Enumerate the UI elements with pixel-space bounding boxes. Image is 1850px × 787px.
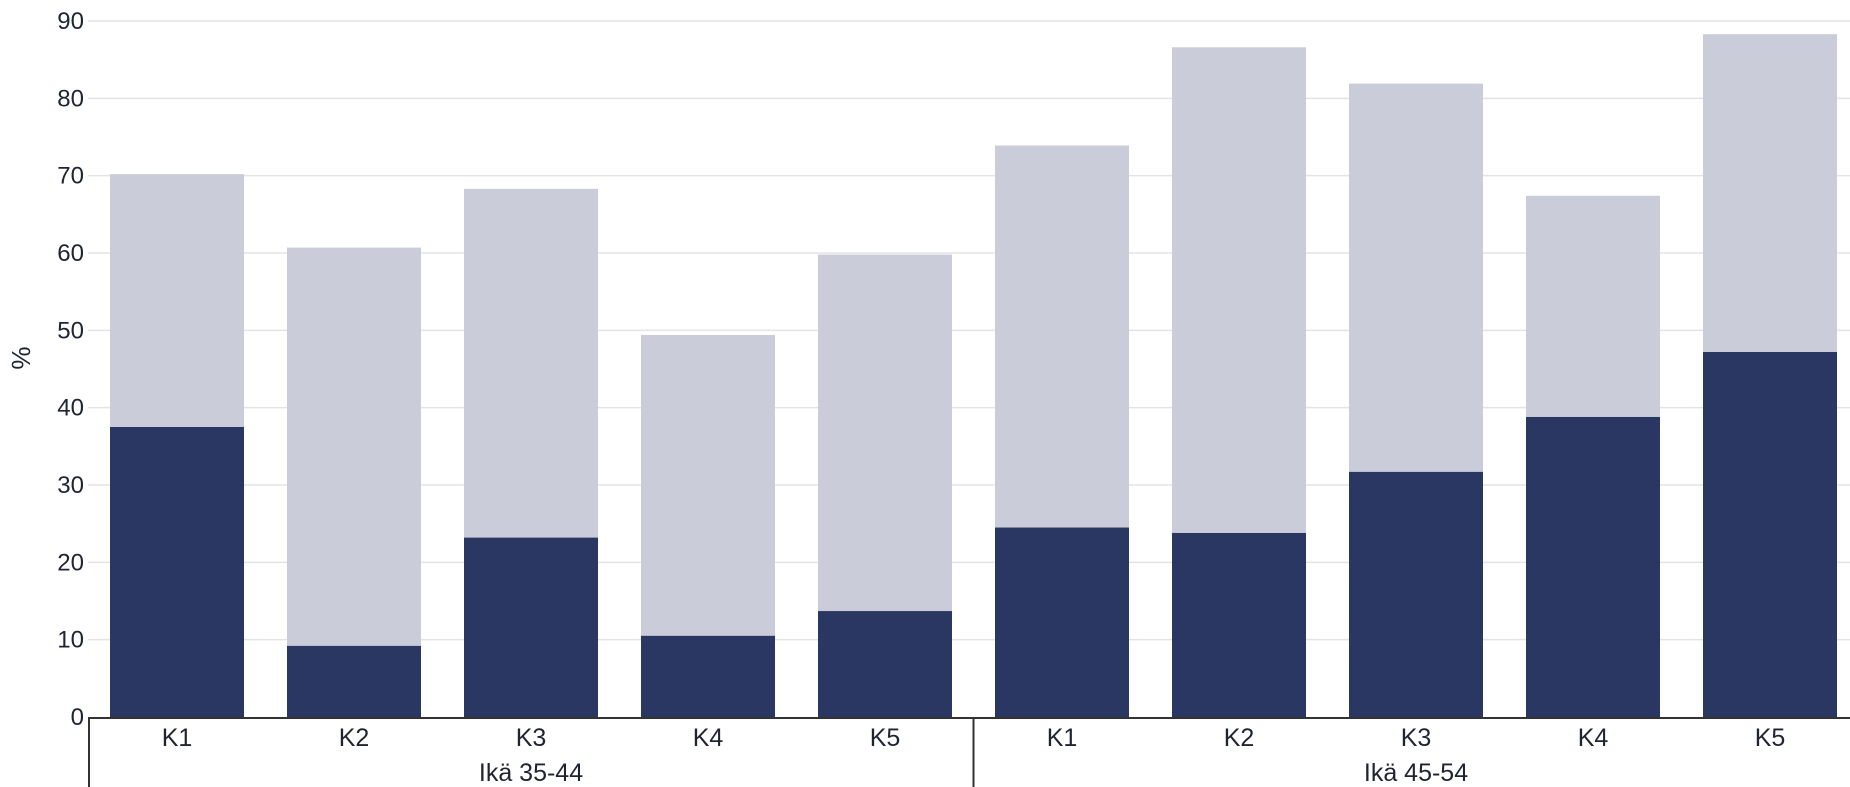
x-group-label: Ikä 35-44 [479,759,583,787]
axes [88,717,1850,787]
x-category-label: K2 [1224,724,1255,752]
y-tick-label: 70 [57,163,84,190]
x-category-label: K1 [1047,724,1078,752]
bar-segment-dark [110,427,244,717]
y-tick-label: 80 [57,85,84,112]
y-tick-label: 60 [57,240,84,267]
y-tick-label: 20 [57,549,84,576]
x-category-label: K3 [516,724,547,752]
labels: 0 10 20 30 40 50 60 70 80 90 K1 K2 K3 K4 K5 K1 K2 K3 K4 K5 I… [57,8,1785,787]
bar-segment-light [1172,47,1306,533]
y-tick-label: 90 [57,8,84,35]
y-tick-label: 50 [57,317,84,344]
x-category-label: K1 [162,724,193,752]
bar-segment-dark [818,611,952,717]
bar-segment-dark [287,645,421,717]
bar-segment-dark [464,537,598,717]
bar-segment-dark [641,635,775,717]
bar-segment-dark [1526,416,1660,717]
bars [110,34,1837,717]
bar-segment-light [995,145,1129,528]
x-category-label: K4 [1578,724,1609,752]
bar-segment-light [1526,195,1660,417]
bar-segment-dark [995,527,1129,717]
bar-segment-dark [1349,471,1483,717]
y-tick-label: 0 [71,704,84,731]
bar-segment-light [287,247,421,646]
x-category-label: K3 [1401,724,1432,752]
x-group-label: Ikä 45-54 [1364,759,1468,787]
bar-segment-light [464,188,598,538]
bar-segment-light [110,174,244,427]
bar-segment-light [1703,34,1837,352]
x-category-label: K2 [339,724,370,752]
bar-segment-dark [1172,532,1306,717]
y-axis-label: % [6,346,36,369]
y-tick-label: 10 [57,627,84,654]
x-category-label: K4 [693,724,724,752]
bar-segment-light [641,334,775,636]
bar-segment-light [1349,83,1483,472]
bar-segment-light [818,254,952,612]
y-tick-label: 40 [57,395,84,422]
y-tick-label: 30 [57,472,84,499]
x-category-label: K5 [1755,724,1786,752]
bar-segment-dark [1703,351,1837,717]
x-category-label: K5 [870,724,901,752]
